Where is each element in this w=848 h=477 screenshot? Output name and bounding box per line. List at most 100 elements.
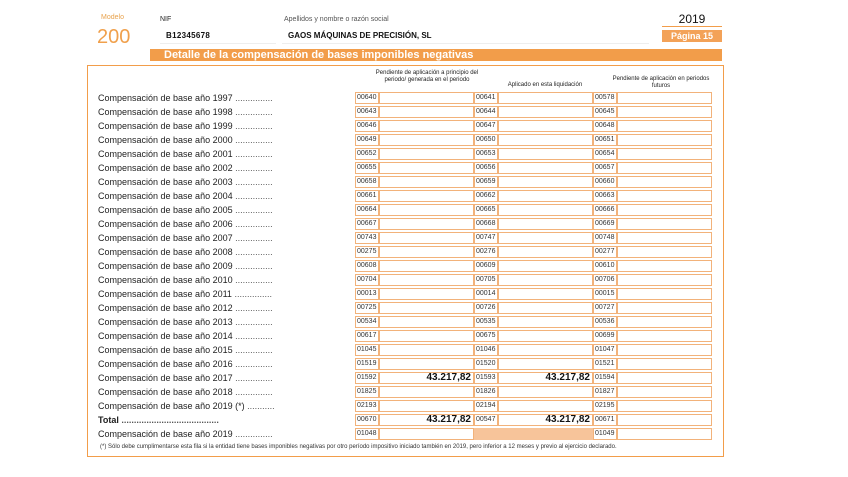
amount-input-pendiente[interactable] [379, 232, 474, 244]
amount-input-pendiente[interactable] [379, 260, 474, 272]
amount-input-pendiente[interactable] [379, 218, 474, 230]
amount-input-aplicado[interactable] [498, 330, 593, 342]
amount-input-futuros[interactable] [617, 106, 712, 118]
amount-input-futuros[interactable] [617, 218, 712, 230]
amount-input-futuros[interactable] [617, 232, 712, 244]
amount-input-futuros[interactable] [617, 358, 712, 370]
amount-input-pendiente[interactable] [379, 428, 474, 440]
amount-input-pendiente[interactable] [379, 274, 474, 286]
amount-input-aplicado[interactable] [498, 302, 593, 314]
amount-input-aplicado[interactable] [498, 134, 593, 146]
amount-input-futuros[interactable] [617, 316, 712, 328]
amount-input-pendiente[interactable] [379, 358, 474, 370]
amount-input-futuros[interactable] [617, 162, 712, 174]
amount-input-pendiente[interactable] [379, 400, 474, 412]
amount-input-aplicado[interactable] [498, 288, 593, 300]
amount-input-futuros[interactable] [617, 372, 712, 384]
code-cell [355, 302, 379, 314]
amount-input-futuros[interactable] [617, 134, 712, 146]
field-code: 00664 [357, 206, 377, 213]
amount-input-futuros[interactable] [617, 330, 712, 342]
amount-input-aplicado[interactable] [498, 274, 593, 286]
amount-input-futuros[interactable] [617, 414, 712, 426]
row-label: Compensación de base año 1998 ..........… [98, 107, 273, 117]
amount-input-pendiente[interactable] [379, 246, 474, 258]
amount-input-pendiente[interactable] [379, 106, 474, 118]
amount-input-aplicado[interactable] [498, 190, 593, 202]
amount-input-futuros[interactable] [617, 92, 712, 104]
amount-input-aplicado[interactable] [498, 414, 593, 426]
code-cell [593, 204, 617, 216]
row-label: Compensación de base año 2017 ..........… [98, 373, 273, 383]
amount-input-pendiente[interactable] [379, 204, 474, 216]
field-code: 01049 [595, 430, 615, 437]
amount-input-futuros[interactable] [617, 288, 712, 300]
code-cell [593, 92, 617, 104]
amount-input-futuros[interactable] [617, 274, 712, 286]
amount-input-aplicado[interactable] [498, 372, 593, 384]
field-code: 00276 [476, 248, 496, 255]
field-code: 00608 [357, 262, 377, 269]
amount-input-pendiente[interactable] [379, 148, 474, 160]
amount-input-futuros[interactable] [617, 204, 712, 216]
razon-social-field[interactable] [282, 27, 649, 44]
amount-input-futuros[interactable] [617, 190, 712, 202]
amount-input-aplicado[interactable] [498, 260, 593, 272]
amount-input-aplicado[interactable] [498, 120, 593, 132]
amount-input-pendiente[interactable] [379, 386, 474, 398]
amount-input-aplicado[interactable] [498, 106, 593, 118]
amount-input-pendiente[interactable] [379, 92, 474, 104]
amount-input-aplicado[interactable] [498, 344, 593, 356]
field-code: 00652 [357, 150, 377, 157]
amount-input-pendiente[interactable] [379, 344, 474, 356]
amount-input-aplicado[interactable] [498, 316, 593, 328]
amount-value: 43.217,82 [545, 372, 591, 383]
code-cell [474, 302, 498, 314]
amount-input-pendiente[interactable] [379, 330, 474, 342]
amount-input-futuros[interactable] [617, 400, 712, 412]
amount-input-pendiente[interactable] [379, 414, 474, 426]
amount-input-aplicado[interactable] [498, 162, 593, 174]
amount-input-aplicado[interactable] [498, 358, 593, 370]
amount-input-futuros[interactable] [617, 120, 712, 132]
amount-input-pendiente[interactable] [379, 162, 474, 174]
amount-input-aplicado[interactable] [498, 400, 593, 412]
leader-dots: ............... [232, 107, 273, 117]
amount-input-aplicado[interactable] [498, 386, 593, 398]
amount-input-futuros[interactable] [617, 344, 712, 356]
amount-input-pendiente[interactable] [379, 288, 474, 300]
column-header-aplicado: Aplicado en esta liquidación [507, 82, 583, 88]
amount-input-aplicado[interactable] [498, 92, 593, 104]
amount-input-aplicado[interactable] [498, 232, 593, 244]
amount-input-futuros[interactable] [617, 246, 712, 258]
amount-input-futuros[interactable] [617, 260, 712, 272]
amount-input-pendiente[interactable] [379, 120, 474, 132]
amount-input-futuros[interactable] [617, 386, 712, 398]
field-code: 00657 [595, 164, 615, 171]
amount-input-aplicado[interactable] [498, 176, 593, 188]
nif-field[interactable] [160, 27, 276, 44]
amount-input-pendiente[interactable] [379, 302, 474, 314]
leader-dots: ............... [232, 261, 273, 271]
row-label: Compensación de base año 2006 ..........… [98, 219, 273, 229]
amount-input-pendiente[interactable] [379, 316, 474, 328]
field-code: 00662 [476, 192, 496, 199]
amount-input-futuros[interactable] [617, 176, 712, 188]
amount-input-pendiente[interactable] [379, 134, 474, 146]
amount-input-pendiente[interactable] [379, 190, 474, 202]
amount-input-pendiente[interactable] [379, 372, 474, 384]
amount-input-pendiente[interactable] [379, 176, 474, 188]
amount-input-aplicado[interactable] [498, 246, 593, 258]
amount-input-futuros[interactable] [617, 302, 712, 314]
code-cell [593, 246, 617, 258]
amount-input-futuros[interactable] [617, 148, 712, 160]
row-label: Compensación de base año 2019 ..........… [98, 429, 273, 439]
amount-input-futuros[interactable] [617, 428, 712, 440]
field-code: 00535 [476, 318, 496, 325]
amount-value: 43.217,82 [545, 414, 591, 425]
field-code: 00665 [476, 206, 496, 213]
amount-input-aplicado[interactable] [498, 218, 593, 230]
amount-input-aplicado[interactable] [498, 204, 593, 216]
field-code: 00706 [595, 276, 615, 283]
amount-input-aplicado[interactable] [498, 148, 593, 160]
